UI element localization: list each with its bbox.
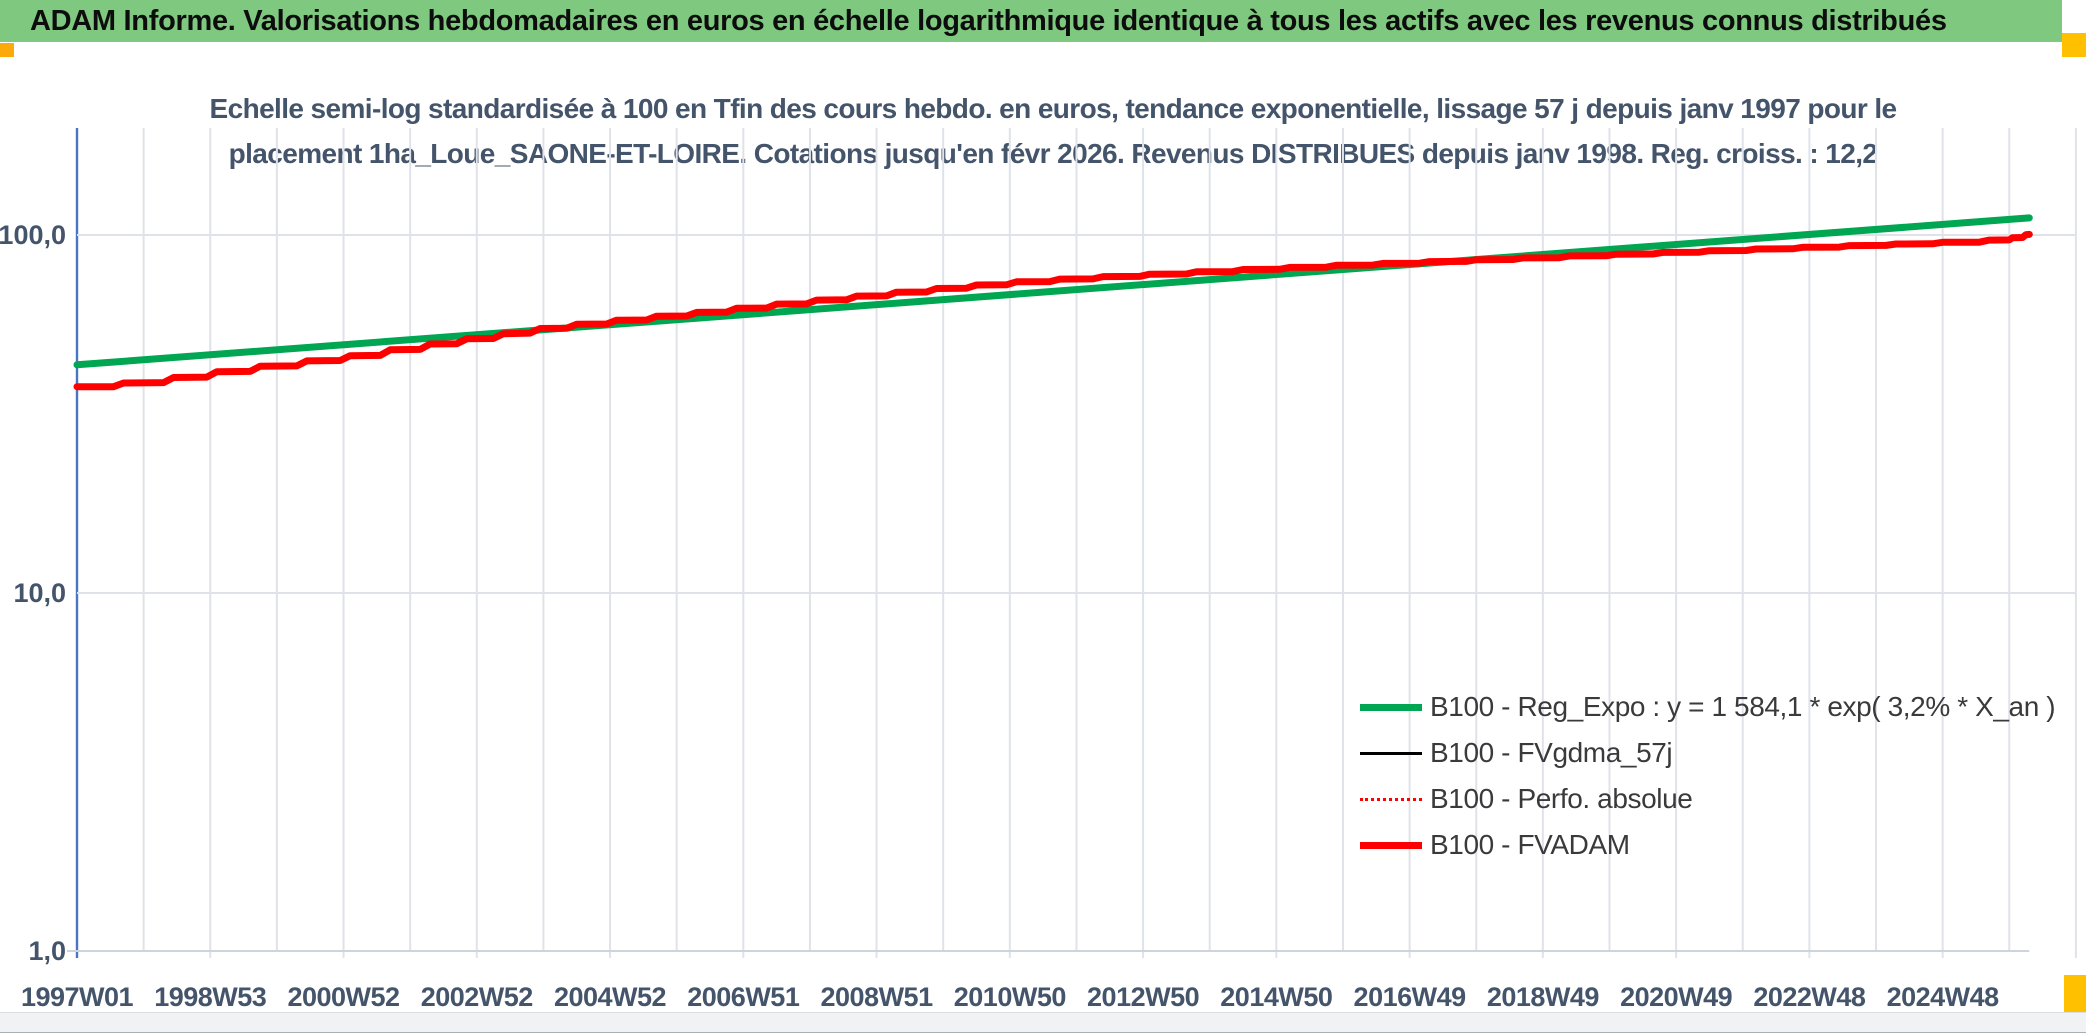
y-tick-label: 10,0 bbox=[13, 578, 66, 608]
legend-label: B100 - FVgdma_57j bbox=[1430, 737, 1673, 768]
legend-line-sample bbox=[1360, 797, 1422, 801]
x-tick-label: 2012W50 bbox=[1087, 982, 1199, 1012]
x-tick-label: 1998W53 bbox=[154, 982, 267, 1012]
x-tick-label: 2010W50 bbox=[954, 982, 1066, 1012]
top-right-accent-square bbox=[2062, 33, 2086, 57]
chart-title-line-2: placement 1ha_Loue_SAONE-ET-LOIRE. Cotat… bbox=[228, 138, 1878, 169]
x-tick-label: 2018W49 bbox=[1487, 982, 1600, 1012]
legend-label: B100 - Perfo. absolue bbox=[1430, 783, 1693, 814]
chart-title-line-1: Echelle semi-log standardisée à 100 en T… bbox=[209, 93, 1898, 124]
chart-title: Echelle semi-log standardisée à 100 en T… bbox=[153, 86, 1953, 176]
series-line-1 bbox=[73, 214, 2033, 369]
x-tick-label: 1997W01 bbox=[21, 982, 134, 1012]
y-tick-label: 1,0 bbox=[28, 936, 66, 966]
legend-label: B100 - FVADAM bbox=[1430, 829, 1630, 860]
bottom-strip bbox=[0, 1012, 2086, 1032]
legend-label: B100 - Reg_Expo : y = 1 584,1 * exp( 3,2… bbox=[1430, 691, 2056, 722]
x-tick-label: 2002W52 bbox=[421, 982, 533, 1012]
header-title: ADAM Informe. Valorisations hebdomadaire… bbox=[30, 4, 1947, 37]
x-tick-label: 2024W48 bbox=[1887, 982, 2000, 1012]
legend-item: B100 - FVADAM bbox=[1360, 822, 2055, 868]
x-tick-label: 2022W48 bbox=[1753, 982, 1866, 1012]
x-tick-label: 2008W51 bbox=[821, 982, 934, 1012]
x-tick-label: 2000W52 bbox=[287, 982, 399, 1012]
series-line-4 bbox=[73, 230, 2033, 391]
legend-item: B100 - Perfo. absolue bbox=[1360, 776, 2055, 822]
x-tick-label: 2020W49 bbox=[1620, 982, 1733, 1012]
x-tick-label: 2014W50 bbox=[1220, 982, 1332, 1012]
header-bar: ADAM Informe. Valorisations hebdomadaire… bbox=[0, 0, 2062, 42]
legend-line-sample bbox=[1360, 703, 1422, 711]
chart-legend: B100 - Reg_Expo : y = 1 584,1 * exp( 3,2… bbox=[1360, 684, 2056, 868]
top-left-accent-square bbox=[0, 43, 14, 57]
legend-item: B100 - Reg_Expo : y = 1 584,1 * exp( 3,2… bbox=[1360, 684, 2056, 730]
legend-item: B100 - FVgdma_57j bbox=[1360, 730, 2055, 776]
x-tick-label: 2006W51 bbox=[687, 982, 800, 1012]
legend-line-sample bbox=[1360, 751, 1422, 755]
y-tick-label: 100,0 bbox=[0, 220, 66, 250]
legend-line-sample bbox=[1360, 841, 1422, 849]
x-tick-label: 2004W52 bbox=[554, 982, 666, 1012]
x-tick-label: 2016W49 bbox=[1354, 982, 1467, 1012]
